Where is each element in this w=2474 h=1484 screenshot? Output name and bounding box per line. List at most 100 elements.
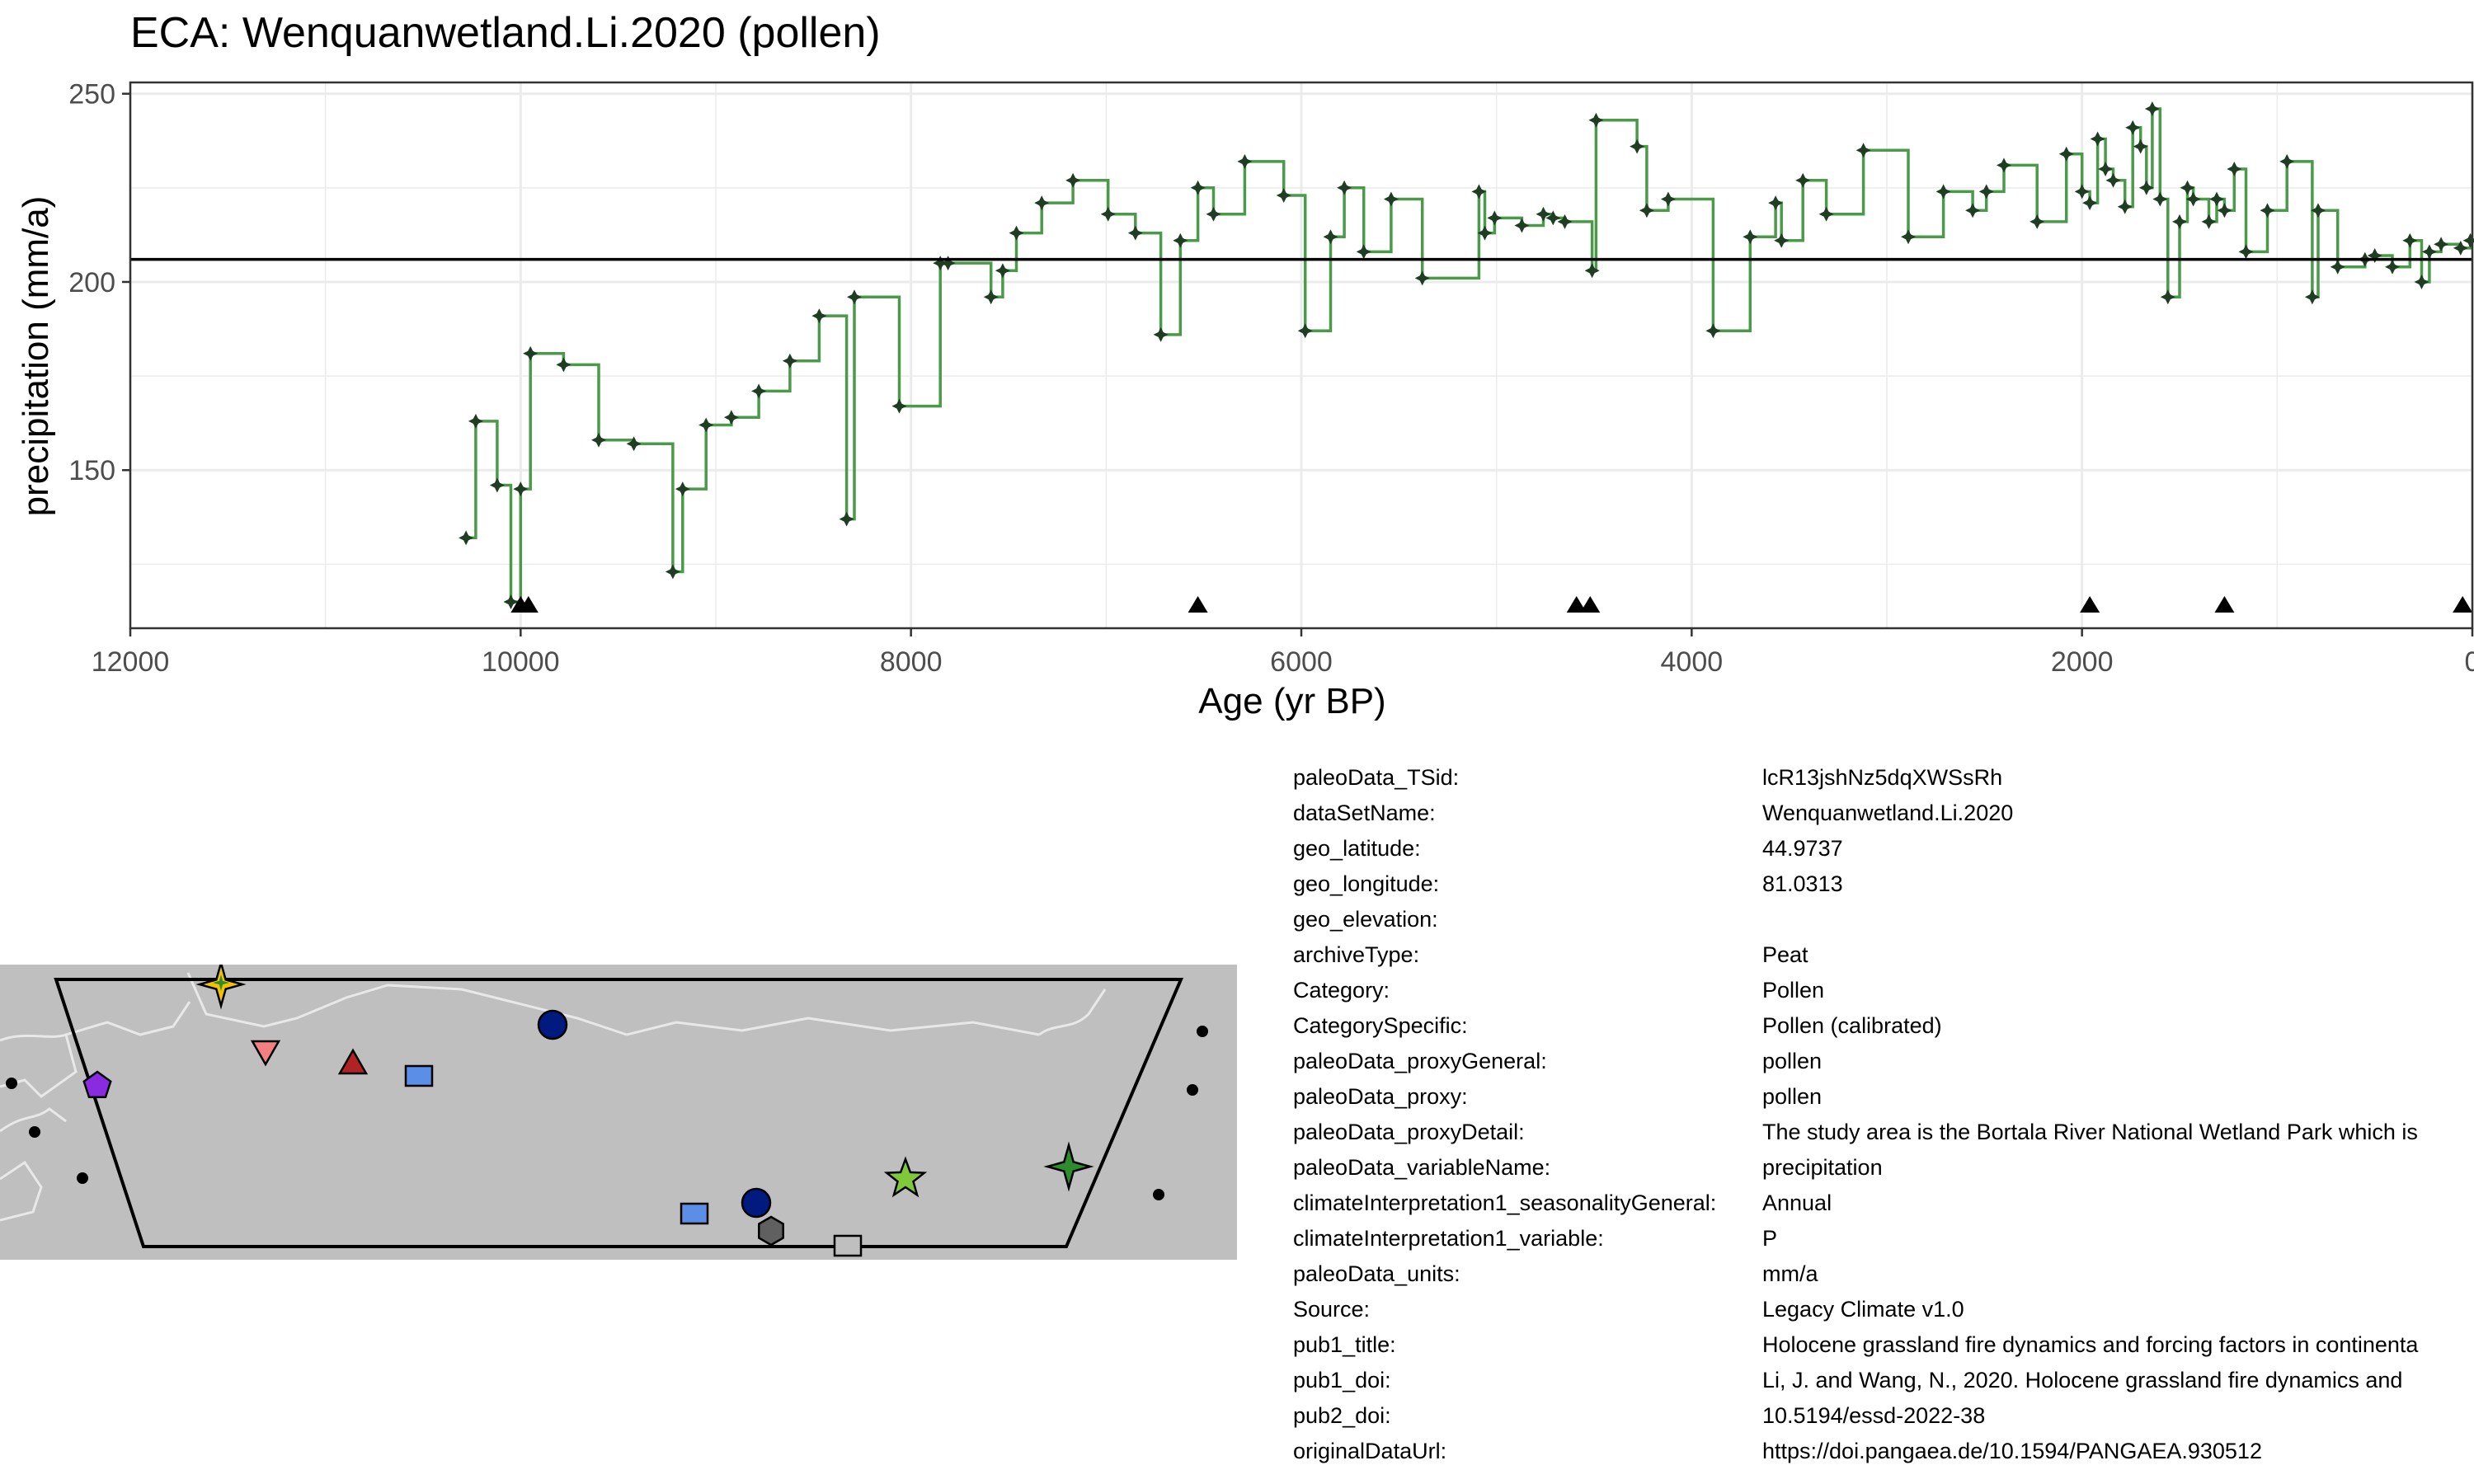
chart-title: ECA: Wenquanwetland.Li.2020 (pollen) xyxy=(130,9,881,57)
data-point xyxy=(1337,180,1352,195)
data-point xyxy=(1100,206,1116,222)
data-point xyxy=(1639,203,1654,218)
data-point xyxy=(1818,206,1834,222)
map-minor-site xyxy=(6,1078,17,1089)
metadata-row: CategorySpecific: Pollen (calibrated) xyxy=(1293,1008,2474,1044)
map-site-square xyxy=(680,1202,709,1225)
data-point xyxy=(1173,232,1188,248)
data-point xyxy=(1276,188,1291,203)
age-marker xyxy=(1580,596,1601,613)
metadata-key: geo_elevation: xyxy=(1293,907,1438,932)
map-site-square xyxy=(833,1234,863,1257)
metadata-row: geo_longitude: 81.0313 xyxy=(1293,866,2474,902)
data-point xyxy=(1297,323,1313,339)
metadata-value: The study area is the Bortala River Nati… xyxy=(1762,1120,2418,1144)
map-site-square xyxy=(404,1064,434,1087)
metadata-key: geo_latitude: xyxy=(1293,836,1421,861)
metadata-value: Holocene grassland fire dynamics and for… xyxy=(1762,1332,2419,1357)
metadata-key: Source: xyxy=(1293,1297,1371,1322)
data-point xyxy=(2082,195,2098,211)
data-point xyxy=(2311,203,2326,218)
data-point xyxy=(1034,195,1050,211)
data-point xyxy=(1009,225,1024,241)
metadata-value: precipitation xyxy=(1762,1155,1883,1180)
metadata-row: Source: Legacy Climate v1.0 xyxy=(1293,1292,2474,1327)
metadata-key: pub1_title: xyxy=(1293,1332,1396,1357)
data-point xyxy=(2279,153,2295,169)
data-point xyxy=(513,481,529,497)
data-point xyxy=(2217,203,2232,218)
data-point xyxy=(2453,240,2468,256)
data-point xyxy=(2434,237,2449,252)
metadata-row: paleoData_proxy: pollen xyxy=(1293,1079,2474,1115)
data-point xyxy=(751,383,767,399)
metadata-value: Pollen (calibrated) xyxy=(1762,1013,1942,1038)
data-point xyxy=(2105,172,2121,188)
data-point xyxy=(1487,210,1503,226)
map-minor-site xyxy=(1187,1084,1198,1096)
metadata-key: Category: xyxy=(1293,978,1390,1003)
metadata-value: pollen xyxy=(1762,1084,1823,1109)
metadata-key: paleoData_proxy: xyxy=(1293,1084,1468,1109)
metadata-value: Wenquanwetland.Li.2020 xyxy=(1762,801,2014,825)
data-point xyxy=(1660,191,1676,207)
metadata-value: pollen xyxy=(1762,1049,1823,1073)
data-point xyxy=(1743,229,1758,245)
map-minor-site xyxy=(77,1172,88,1184)
data-point xyxy=(1536,206,1551,222)
data-point xyxy=(2133,139,2148,154)
data-point xyxy=(2172,214,2187,229)
metadata-key: geo_longitude: xyxy=(1293,871,1440,896)
metadata-row: paleoData_variableName: precipitation xyxy=(1293,1150,2474,1186)
time-series-plot: 12000 10000 8000 6000 4000 2000 0 150 200 250 xyxy=(68,79,2474,678)
data-point xyxy=(2330,259,2345,275)
y-tick-label: 150 xyxy=(68,455,115,486)
data-point xyxy=(1237,153,1253,169)
data-point xyxy=(2160,289,2175,305)
data-point xyxy=(1557,214,1573,229)
metadata-table: paleoData_TSid: lcR13jshNz5dqXWSsRh dataSe… xyxy=(1293,760,2474,1469)
data-point xyxy=(1545,210,1561,226)
metadata-key: archiveType: xyxy=(1293,942,1420,967)
data-point xyxy=(1356,244,1371,260)
data-point xyxy=(983,289,999,305)
metadata-value: Legacy Climate v1.0 xyxy=(1762,1297,1964,1322)
data-point xyxy=(2074,184,2090,200)
map-site-triangle-down xyxy=(250,1040,281,1067)
site-map xyxy=(0,965,1237,1260)
metadata-row: climateInterpretation1_variable: P xyxy=(1293,1221,2474,1256)
data-point xyxy=(2260,203,2275,218)
map-minor-site xyxy=(29,1126,40,1138)
country-borders xyxy=(0,972,1107,1222)
age-marker xyxy=(2214,596,2235,613)
metadata-value: 10.5194/essd-2022-38 xyxy=(1762,1403,1986,1428)
map-site-triangle xyxy=(337,1048,369,1075)
metadata-value: 44.9737 xyxy=(1762,836,1843,861)
data-point xyxy=(2414,275,2429,289)
metadata-key: pub2_doi: xyxy=(1293,1403,1391,1428)
data-point xyxy=(698,417,714,433)
metadata-row: dataSetName: Wenquanwetland.Li.2020 xyxy=(1293,796,2474,831)
data-point xyxy=(1584,263,1600,279)
metadata-row: geo_latitude: 44.9737 xyxy=(1293,831,2474,866)
metadata-row: geo_elevation: xyxy=(1293,902,2474,937)
data-point xyxy=(1477,225,1493,241)
data-point xyxy=(1705,323,1721,339)
data-point xyxy=(1795,172,1811,188)
age-marker xyxy=(1188,596,1208,613)
metadata-value: mm/a xyxy=(1762,1261,1818,1286)
data-point xyxy=(2385,259,2400,275)
data-point xyxy=(2185,191,2201,207)
metadata-value: Annual xyxy=(1762,1190,1832,1215)
data-point xyxy=(2138,180,2154,195)
x-tick-label: 2000 xyxy=(2051,646,2114,678)
data-point xyxy=(1978,184,1994,200)
data-point xyxy=(1383,191,1399,207)
age-marker xyxy=(2080,596,2100,613)
data-point xyxy=(1127,225,1143,241)
metadata-key: pub1_doi: xyxy=(1293,1368,1391,1392)
map-site-star4 xyxy=(1043,1141,1094,1192)
data-point xyxy=(1323,229,1338,245)
x-tick-label: 0 xyxy=(2465,646,2474,678)
metadata-row: archiveType: Peat xyxy=(1293,937,2474,973)
